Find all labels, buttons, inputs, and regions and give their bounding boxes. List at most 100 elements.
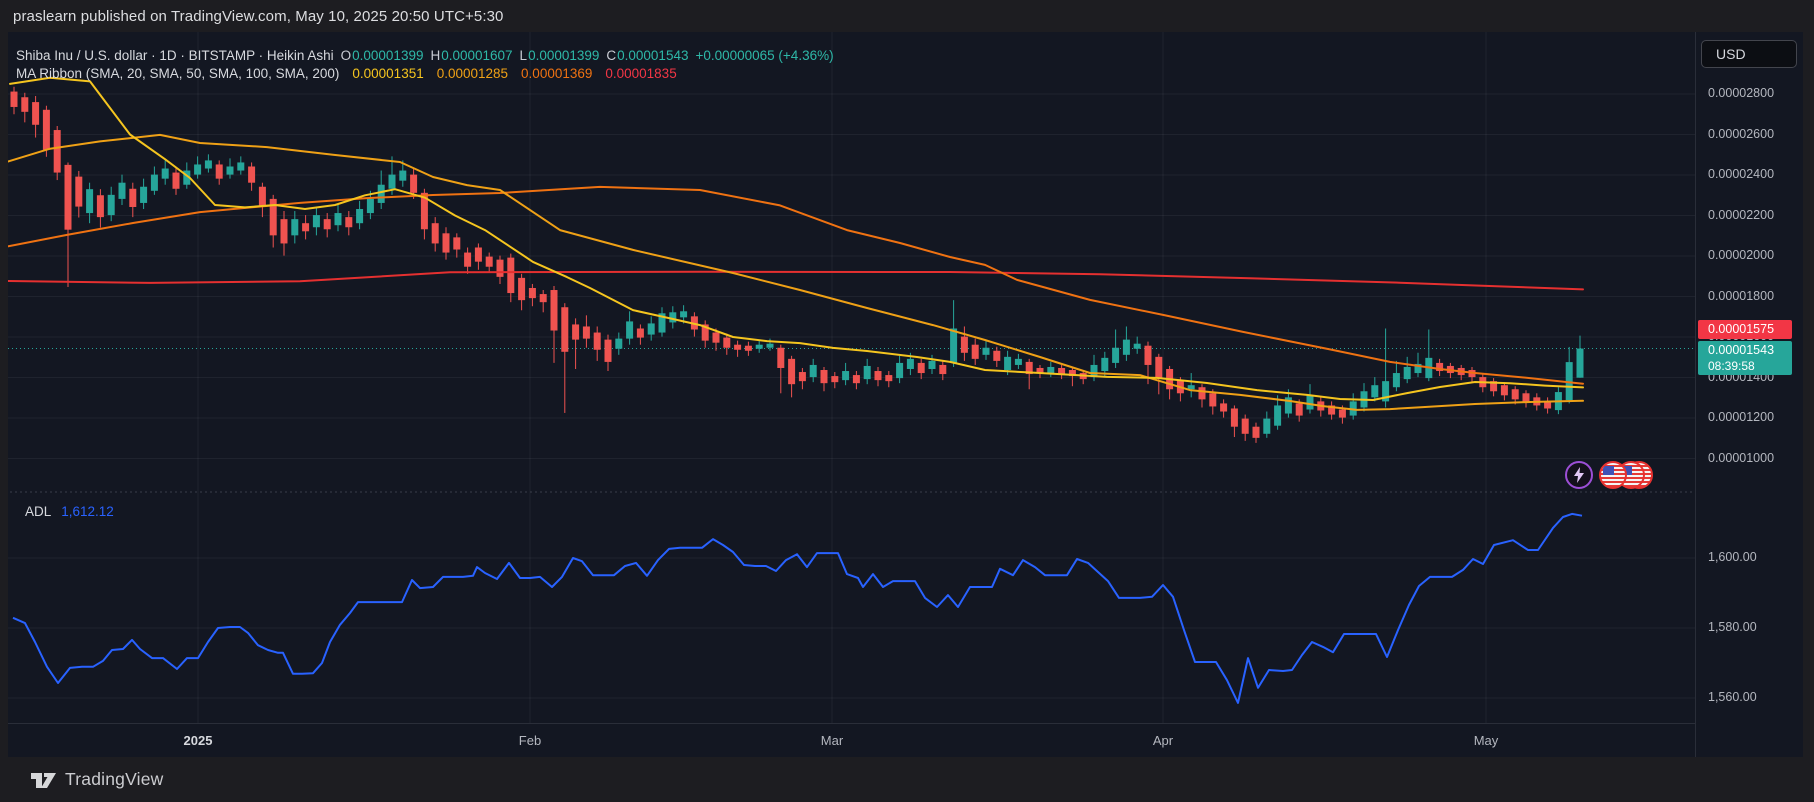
ohlc-values: O 0.00001399 H 0.00001607 L 0.00001399 C 0.0000… xyxy=(341,47,689,64)
tradingview-logo-text: TradingView xyxy=(65,769,164,789)
candle-body xyxy=(636,328,644,338)
candle-body xyxy=(1382,381,1390,402)
ma-ribbon-title[interactable]: MA Ribbon (SMA, 20, SMA, 50, SMA, 100, S… xyxy=(16,66,340,81)
candle-body xyxy=(442,233,450,253)
candle-body xyxy=(1544,401,1552,409)
candle-body xyxy=(1436,362,1444,372)
candle-body xyxy=(107,194,115,216)
boost-lightning-icon[interactable] xyxy=(1565,461,1593,489)
candle-body xyxy=(140,186,148,203)
tradingview-logo[interactable]: TradingView xyxy=(30,769,164,791)
currency-toggle-button[interactable]: USD xyxy=(1701,40,1797,68)
candle-body xyxy=(420,192,428,230)
symbol-legend[interactable]: Shiba Inu / U.S. dollar · 1D · BITSTAMP … xyxy=(16,47,834,83)
ma-ribbon-values: 0.00001351 0.00001285 0.00001369 0.00001835 xyxy=(346,65,676,82)
candle-body xyxy=(75,176,83,207)
candle-body xyxy=(399,170,407,181)
candle-body xyxy=(1371,385,1379,398)
candle-body xyxy=(86,189,94,214)
candle-body xyxy=(615,338,623,349)
candle-body xyxy=(377,184,385,203)
candle-body xyxy=(928,360,936,369)
time-axis-label[interactable]: Apr xyxy=(1152,733,1174,748)
price-axis[interactable]: USD 0.00002800 0.00002600 0.00002400 0.0000… xyxy=(1695,32,1804,757)
candle-body xyxy=(1500,385,1508,396)
candle-body xyxy=(528,287,536,299)
candle-body xyxy=(809,364,817,378)
candle-body xyxy=(248,166,256,183)
candle-body xyxy=(215,164,223,179)
symbol-legend-row: Shiba Inu / U.S. dollar · 1D · BITSTAMP … xyxy=(16,47,834,64)
candle-body xyxy=(32,102,40,125)
candle-body xyxy=(993,350,1001,361)
candle-body xyxy=(1252,426,1260,438)
footer-bar: TradingView xyxy=(0,757,1814,802)
adl-label: ADL xyxy=(25,504,52,519)
candle-body xyxy=(1144,345,1152,365)
candle-body xyxy=(183,170,191,185)
candle-body xyxy=(431,223,439,244)
candle-body xyxy=(1112,347,1120,363)
time-axis-label[interactable]: Feb xyxy=(518,733,542,748)
candle-body xyxy=(226,166,234,175)
candle-body xyxy=(1068,370,1076,377)
change-value: +0.00000065 (+4.36%) xyxy=(695,48,834,63)
candle-body xyxy=(788,358,796,385)
candle-body xyxy=(723,337,731,348)
candle-body xyxy=(1241,418,1249,434)
candle-body xyxy=(258,186,266,207)
candle-body xyxy=(917,362,925,374)
candle-body xyxy=(1284,397,1292,414)
candle-body xyxy=(593,332,601,350)
candle-body xyxy=(366,198,374,214)
candle-body xyxy=(1522,393,1530,403)
candle-body xyxy=(1101,357,1109,372)
symbol-title[interactable]: Shiba Inu / U.S. dollar · 1D · BITSTAMP … xyxy=(16,48,334,63)
candle-body xyxy=(971,344,979,359)
time-axis-label[interactable]: 2025 xyxy=(183,733,213,748)
candle-body xyxy=(1133,343,1141,349)
candle-body xyxy=(1220,403,1228,412)
candle-body xyxy=(302,223,310,232)
candle-body xyxy=(798,372,806,382)
candle-body xyxy=(712,332,720,343)
time-axis-label[interactable]: May xyxy=(1473,733,1499,748)
us-flag-icon[interactable] xyxy=(1599,461,1627,489)
candle-body xyxy=(172,172,180,189)
candle-body xyxy=(1414,363,1422,374)
candle-body xyxy=(1198,387,1206,400)
candle-body xyxy=(410,174,418,193)
last-price-badge: 0.00001543 08:39:58 xyxy=(1698,341,1792,375)
right-margin xyxy=(1803,32,1814,757)
candle-body xyxy=(118,182,126,199)
candle-body xyxy=(960,336,968,353)
time-axis[interactable]: 2025 Feb Mar Apr May xyxy=(0,723,1803,758)
chart-canvas[interactable] xyxy=(0,0,1695,757)
price-level-badge-red: 0.00001575 xyxy=(1698,320,1792,339)
candle-body xyxy=(1090,364,1098,378)
candle-body xyxy=(1338,409,1346,418)
candle-body xyxy=(237,162,245,171)
candle-body xyxy=(64,164,72,230)
candle-body xyxy=(982,347,990,355)
adl-indicator-legend[interactable]: ADL 1,612.12 xyxy=(25,504,114,519)
ma-line-sma20 xyxy=(9,76,1584,401)
candle-body xyxy=(464,252,472,267)
candle-body xyxy=(323,219,331,230)
candle-body xyxy=(1328,405,1336,415)
candle-body xyxy=(1025,361,1033,375)
candle-body xyxy=(334,213,342,226)
time-axis-label[interactable]: Mar xyxy=(820,733,844,748)
candle-body xyxy=(150,174,158,191)
candle-body xyxy=(1047,366,1055,374)
bar-countdown-timer: 08:39:58 xyxy=(1708,359,1755,373)
ohlc-value: 0.00001543 xyxy=(617,48,689,63)
candle-body xyxy=(1014,358,1022,365)
candle-body xyxy=(507,257,515,294)
candle-body xyxy=(1274,405,1282,426)
candle-body xyxy=(1036,367,1044,374)
candle-body xyxy=(204,160,212,169)
candle-body xyxy=(939,364,947,375)
ohlc-key: C xyxy=(606,48,617,63)
